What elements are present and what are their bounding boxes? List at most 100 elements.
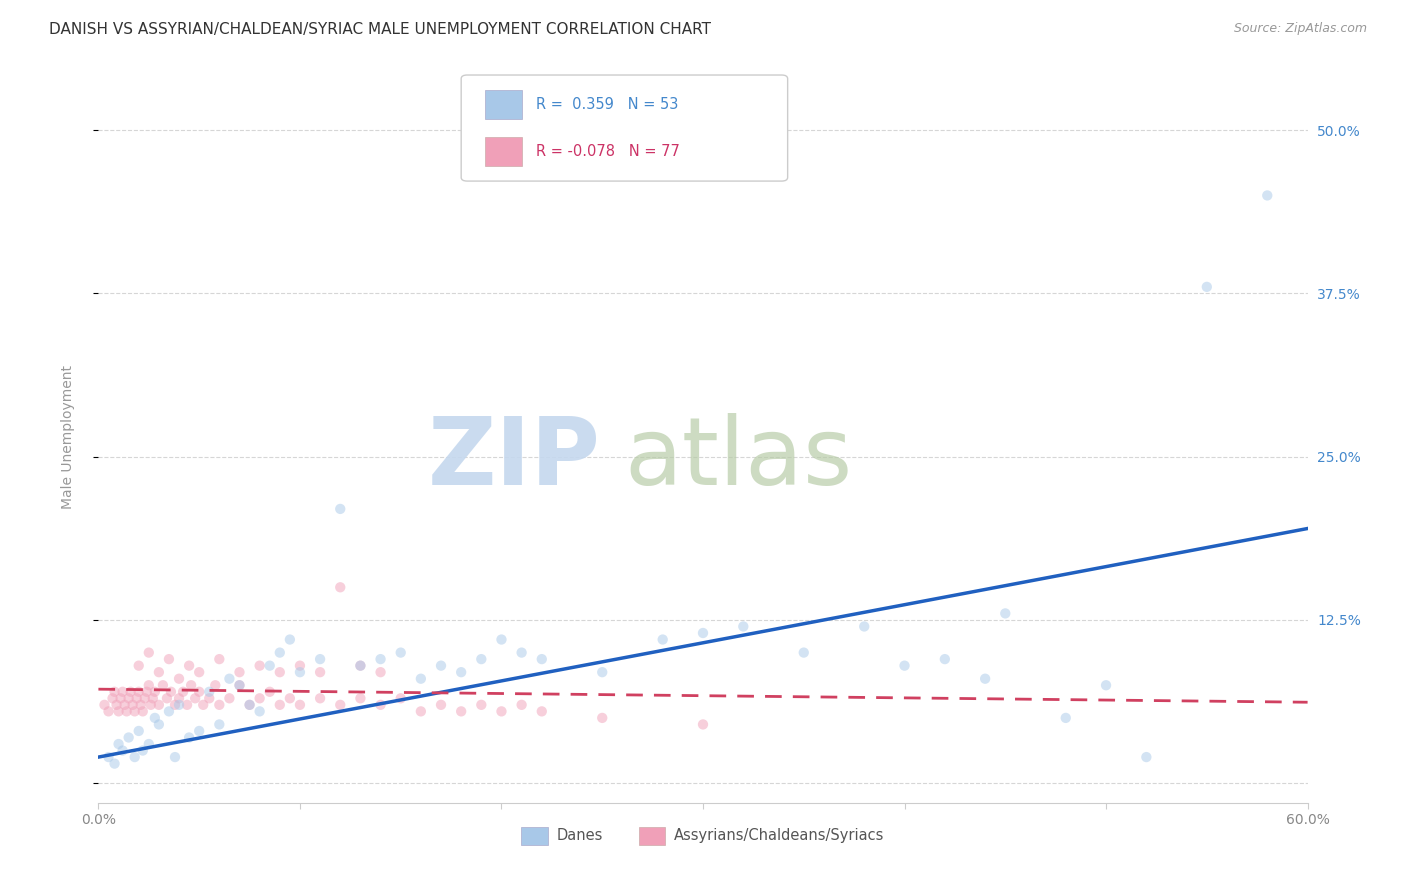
Point (530, 652, 553, 666)
Point (163, 698, 186, 712)
Point (157, 705, 180, 719)
Point (97, 705, 120, 719)
Point (160, 685, 183, 699)
Point (198, 685, 221, 699)
Point (193, 698, 215, 712)
Point (208, 698, 231, 712)
Text: Source: ZipAtlas.com: Source: ZipAtlas.com (1233, 22, 1367, 36)
Point (853, 619, 876, 633)
Point (329, 698, 352, 712)
Point (309, 665, 332, 680)
Point (934, 652, 956, 666)
Point (692, 717, 714, 731)
Point (132, 705, 155, 719)
Point (157, 652, 180, 666)
Point (309, 652, 332, 666)
Point (143, 685, 166, 699)
Point (107, 737, 129, 751)
Point (228, 678, 250, 692)
Point (239, 698, 262, 712)
Point (107, 705, 129, 719)
Point (692, 626, 714, 640)
Point (101, 691, 124, 706)
Point (118, 691, 141, 706)
Point (188, 665, 211, 680)
Point (278, 632, 301, 647)
Point (1095, 678, 1118, 692)
Point (188, 685, 211, 699)
Point (103, 756, 125, 771)
Point (249, 705, 271, 719)
Text: R =  0.359   N = 53: R = 0.359 N = 53 (536, 96, 679, 112)
Point (188, 723, 211, 738)
Point (124, 705, 146, 719)
Point (389, 691, 412, 706)
Point (121, 698, 143, 712)
Point (259, 685, 281, 699)
FancyBboxPatch shape (485, 137, 522, 167)
Point (370, 652, 392, 666)
Point (172, 685, 194, 699)
Point (110, 691, 132, 706)
Text: DANISH VS ASSYRIAN/CHALDEAN/SYRIAC MALE UNEMPLOYMENT CORRELATION CHART: DANISH VS ASSYRIAN/CHALDEAN/SYRIAC MALE … (49, 22, 711, 37)
Point (591, 665, 613, 680)
Point (994, 607, 1017, 621)
Point (450, 665, 472, 680)
Point (409, 672, 432, 686)
Text: ZIP: ZIP (427, 413, 600, 505)
Point (142, 691, 165, 706)
Point (389, 646, 412, 660)
Point (228, 678, 250, 692)
Point (125, 691, 148, 706)
Point (179, 731, 201, 745)
Point (591, 711, 613, 725)
Point (450, 705, 472, 719)
Point (111, 743, 134, 757)
Point (138, 678, 160, 692)
Point (1135, 750, 1157, 764)
Point (249, 658, 271, 673)
Point (309, 691, 332, 706)
Point (370, 665, 392, 680)
Point (269, 665, 291, 680)
Point (143, 711, 166, 725)
Point (204, 678, 226, 692)
Point (1256, 188, 1278, 202)
Point (128, 685, 150, 699)
Point (793, 646, 815, 660)
Point (167, 698, 190, 712)
Text: R = -0.078   N = 77: R = -0.078 N = 77 (536, 145, 681, 160)
Point (893, 658, 915, 673)
Point (179, 658, 201, 673)
FancyBboxPatch shape (461, 75, 787, 181)
Point (111, 685, 134, 699)
Point (148, 717, 170, 731)
Point (115, 705, 138, 719)
Point (208, 717, 231, 731)
Point (470, 652, 492, 666)
Point (349, 658, 371, 673)
Point (228, 665, 250, 680)
Point (156, 691, 179, 706)
Point (138, 646, 160, 660)
Point (128, 658, 150, 673)
Point (152, 678, 174, 692)
Point (278, 691, 301, 706)
Point (349, 658, 371, 673)
Point (167, 691, 190, 706)
Point (370, 698, 392, 712)
Point (132, 743, 155, 757)
Point (259, 658, 281, 673)
Y-axis label: Male Unemployment: Male Unemployment (60, 365, 75, 509)
Point (184, 691, 207, 706)
Point (124, 750, 146, 764)
Point (1195, 280, 1218, 294)
Point (114, 698, 136, 712)
Point (180, 678, 202, 692)
Point (103, 685, 125, 699)
Point (148, 698, 170, 712)
Point (269, 698, 291, 712)
Point (239, 698, 262, 712)
Point (128, 723, 150, 738)
Point (491, 632, 513, 647)
